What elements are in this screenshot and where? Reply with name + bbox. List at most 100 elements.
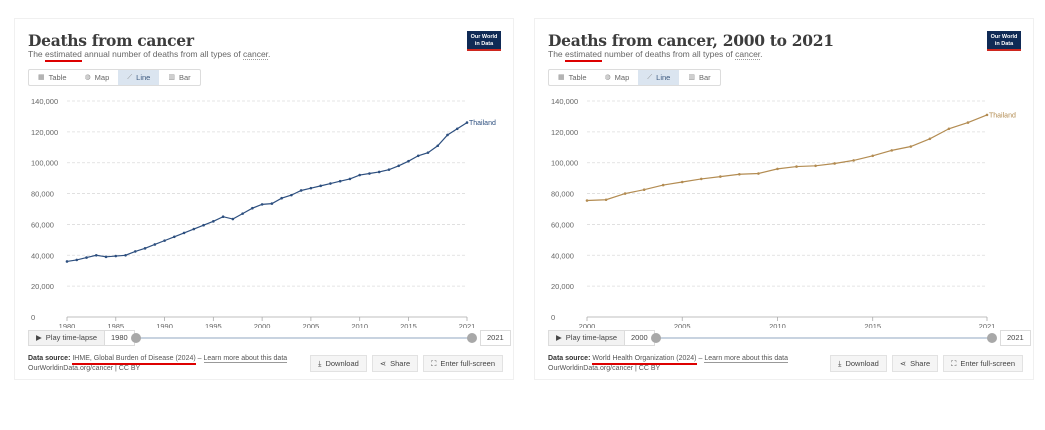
data-point [871,154,875,158]
download-icon: ⤓ [838,359,842,368]
y-tick-label: 40,000 [31,251,54,260]
data-point [358,173,361,177]
y-tick-label: 100,000 [551,159,578,168]
tab-table[interactable]: ▦ Table [29,70,76,85]
owid-logo[interactable]: Our World in Data [467,31,501,51]
series-label: Thailand [989,112,1016,119]
play-icon: ▶ [556,333,562,342]
globe-icon: ◍ [84,74,91,81]
x-tick-label: 2010 [351,322,368,328]
end-year-handle[interactable] [467,333,477,343]
data-point [212,220,215,223]
timeline-controls: ▶ Play time-lapse 1980 2021 [28,330,511,348]
subtitle-cancer-link[interactable]: cancer [243,49,269,60]
tab-label: Bar [178,73,191,82]
timeline-slider[interactable] [136,337,472,339]
timeline-slider[interactable] [656,337,992,339]
source-label: Data source: [28,355,71,362]
logo-line1: Our World [990,34,1018,40]
credit-text: OurWorldinData.org/cancer | CC BY [28,365,141,372]
download-label: Download [845,359,879,368]
play-label: Play time-lapse [45,333,98,342]
data-point [94,253,98,257]
line-chart: 0 20,000 40,000 60,000 80,000 100,000 120,000 1… [31,97,496,328]
share-button[interactable]: ⋖ Share [891,355,939,372]
data-point [299,189,303,192]
subtitle-estimated-link[interactable]: estimated [45,49,82,62]
tab-map[interactable]: ◍ Map [76,70,119,85]
data-point [852,159,855,162]
end-year-box[interactable]: 2021 [480,330,511,346]
data-point [202,223,205,227]
tab-map[interactable]: ◍ Map [596,70,639,85]
play-label: Play time-lapse [565,333,618,342]
series-line [66,122,468,263]
tab-label: Table [48,73,67,82]
end-year-box[interactable]: 2021 [1000,330,1031,346]
data-point [133,250,137,253]
start-year-handle[interactable] [651,333,661,343]
tab-label: Map [614,73,630,82]
chart-title: Deaths from cancer [28,31,194,50]
data-point [114,254,118,258]
tab-bar[interactable]: ▥ Bar [159,70,199,85]
owid-logo[interactable]: Our World in Data [987,31,1021,51]
y-tick-label: 140,000 [31,97,58,106]
download-icon: ⤓ [318,359,322,368]
tab-table[interactable]: ▦ Table [549,70,596,85]
learn-more-link[interactable]: Learn more about this data [704,355,788,363]
x-tick-label: 2021 [459,322,476,328]
y-tick-label: 40,000 [551,251,574,260]
action-buttons: ⤓ Download ⋖ Share ⛶ Enter full-screen [310,355,503,372]
tab-bar[interactable]: ▥ Bar [679,70,719,85]
subtitle-estimated-link[interactable]: estimated [565,49,602,62]
data-point [104,255,108,259]
share-button[interactable]: ⋖ Share [371,355,419,372]
table-icon: ▦ [38,74,45,81]
data-point [241,212,244,215]
data-point [426,151,430,154]
share-icon: ⋖ [379,359,387,368]
data-point [795,165,798,168]
start-year-handle[interactable] [131,333,141,343]
table-icon: ▦ [558,74,565,81]
subtitle-cancer-link[interactable]: cancer [735,49,761,60]
share-label: Share [910,359,931,368]
x-tick-label: 2010 [769,322,786,328]
data-point [699,177,703,181]
bar-chart-icon: ▥ [688,74,695,81]
share-icon: ⋖ [899,359,907,368]
subtitle-middle: annual number of deaths from all types o… [81,49,243,59]
x-tick-label: 2005 [674,322,691,328]
data-point [260,203,264,206]
fullscreen-label: Enter full-screen [960,359,1015,368]
y-tick-label: 80,000 [551,190,574,199]
x-tick-label: 2015 [400,322,417,328]
tab-line[interactable]: ⟋ Line [118,70,160,85]
x-tick-label: 1985 [107,322,124,328]
chart-subtitle: The estimated annual number of deaths fr… [28,49,270,62]
x-tick-label: 2000 [254,322,271,328]
y-tick-label: 0 [31,313,35,322]
fullscreen-button[interactable]: ⛶ Enter full-screen [423,355,503,372]
data-point [124,253,127,257]
play-timelapse-button[interactable]: ▶ Play time-lapse [28,330,106,346]
download-button[interactable]: ⤓ Download [310,355,367,372]
play-icon: ▶ [36,333,42,342]
learn-more-link[interactable]: Learn more about this data [203,355,288,363]
chart-footer: Data source: World Health Organization (… [548,354,788,374]
tab-line[interactable]: ⟋ Line [638,70,680,85]
end-year-handle[interactable] [987,333,997,343]
data-point [947,127,951,131]
data-point [738,172,741,176]
play-timelapse-button[interactable]: ▶ Play time-lapse [548,330,626,346]
download-button[interactable]: ⤓ Download [830,355,887,372]
data-source-link[interactable]: World Health Organization (2024) [592,355,697,365]
fullscreen-label: Enter full-screen [440,359,495,368]
data-point [416,154,420,158]
fullscreen-button[interactable]: ⛶ Enter full-screen [943,355,1023,372]
data-point [143,247,147,250]
data-source-link[interactable]: IHME, Global Burden of Disease (2024) [72,355,196,365]
data-point [251,206,254,210]
x-tick-label: 2000 [579,322,596,328]
